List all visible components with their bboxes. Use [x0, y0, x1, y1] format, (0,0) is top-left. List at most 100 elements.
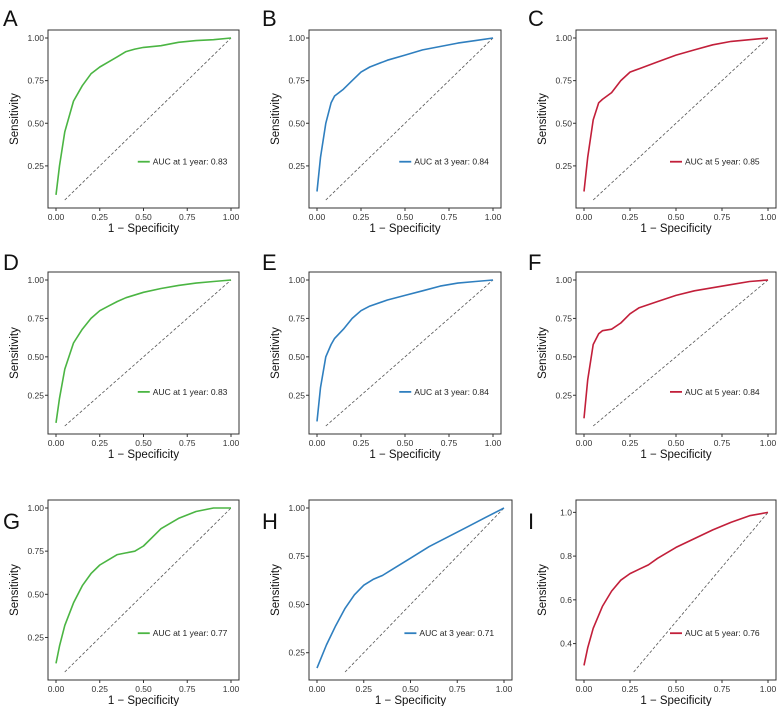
y-tick-label: 0.75 — [555, 313, 572, 323]
x-tick-label: 0.75 — [441, 438, 458, 448]
x-tick-label: 1.00 — [760, 212, 777, 222]
roc-curve — [316, 507, 505, 669]
y-tick-label: 0.75 — [288, 551, 305, 561]
roc-panel-i: I 0.00 0.25 0.50 0.75 1.00 0.4 0.6 0.8 1.0 1 − Spe… — [528, 499, 777, 706]
legend-label: AUC at 5 year: 0.76 — [685, 628, 760, 638]
legend-label: AUC at 5 year: 0.85 — [685, 157, 760, 167]
x-tick-label: 0.50 — [668, 212, 685, 222]
y-tick-label: 1.00 — [288, 33, 305, 43]
y-tick-label: 1.00 — [27, 33, 44, 43]
y-tick-label: 0.6 — [560, 595, 572, 605]
y-tick-label: 0.4 — [560, 639, 572, 649]
legend-label: AUC at 1 year: 0.83 — [153, 387, 228, 397]
x-tick-label: 0.50 — [397, 212, 414, 222]
x-tick-label: 1.00 — [760, 684, 777, 694]
x-tick-label: 0.50 — [397, 438, 414, 448]
x-tick-label: 0.75 — [449, 684, 466, 694]
panel-letter: G — [3, 509, 20, 534]
legend-label: AUC at 1 year: 0.77 — [153, 628, 228, 638]
panel-letter: F — [528, 250, 541, 275]
reference-diagonal — [64, 37, 232, 201]
y-tick-label: 0.25 — [27, 632, 44, 642]
x-tick-label: 1.00 — [485, 438, 502, 448]
x-tick-label: 1.00 — [223, 438, 240, 448]
plot-frame — [575, 271, 777, 435]
y-tick-label: 0.25 — [288, 390, 305, 400]
roc-curve — [583, 37, 769, 192]
legend-label: AUC at 3 year: 0.84 — [414, 157, 489, 167]
plot-frame — [575, 29, 777, 209]
x-axis-title: 1 − Specificity — [108, 223, 180, 235]
x-tick-label: 0.25 — [622, 212, 639, 222]
x-tick-label: 0.25 — [353, 212, 370, 222]
x-tick-label: 0.25 — [622, 684, 639, 694]
y-tick-label: 1.00 — [288, 503, 305, 513]
roc-curve — [316, 37, 494, 192]
roc-panel-d: D 0.00 0.25 0.50 0.75 1.00 0.25 0.50 0.75 1.00 1 −… — [3, 250, 240, 461]
reference-diagonal — [344, 507, 505, 673]
plot-frame — [47, 29, 240, 209]
x-tick-label: 0.25 — [91, 438, 108, 448]
x-tick-label: 0.50 — [668, 438, 685, 448]
reference-diagonal — [592, 279, 769, 427]
x-tick-label: 0.00 — [576, 684, 593, 694]
x-tick-label: 0.00 — [48, 438, 65, 448]
y-tick-label: 0.25 — [288, 648, 305, 658]
reference-diagonal — [64, 507, 232, 673]
x-axis-title: 1 − Specificity — [640, 223, 712, 235]
y-axis-title: Sensitivity — [270, 93, 282, 145]
x-axis-title: 1 − Specificity — [108, 449, 180, 461]
y-tick-label: 0.75 — [27, 546, 44, 556]
plot-frame — [47, 499, 240, 681]
y-axis-title: Sensitivity — [9, 564, 21, 616]
x-tick-label: 0.75 — [714, 212, 731, 222]
y-tick-label: 0.75 — [288, 76, 305, 86]
roc-curve — [55, 507, 231, 664]
legend-label: AUC at 1 year: 0.83 — [153, 157, 228, 167]
x-tick-label: 1.00 — [485, 212, 502, 222]
x-tick-label: 0.75 — [441, 212, 458, 222]
plot-frame — [575, 499, 777, 681]
y-tick-label: 0.50 — [27, 118, 44, 128]
x-tick-label: 0.00 — [309, 438, 326, 448]
y-tick-label: 0.75 — [288, 313, 305, 323]
x-tick-label: 1.00 — [496, 684, 513, 694]
roc-panel-e: E 0.00 0.25 0.50 0.75 1.00 0.25 0.50 0.75 1.00 1 −… — [262, 250, 502, 461]
reference-diagonal — [325, 279, 494, 427]
x-tick-label: 0.50 — [135, 438, 152, 448]
roc-curve — [316, 279, 494, 422]
x-tick-label: 0.00 — [576, 212, 593, 222]
panel-letter: I — [528, 509, 534, 534]
y-tick-label: 0.50 — [555, 352, 572, 362]
y-tick-label: 0.50 — [27, 589, 44, 599]
legend-label: AUC at 5 year: 0.84 — [685, 387, 760, 397]
y-tick-label: 0.25 — [27, 390, 44, 400]
roc-curve — [583, 279, 769, 419]
plot-frame — [308, 29, 502, 209]
y-tick-label: 1.00 — [555, 33, 572, 43]
y-tick-label: 1.0 — [560, 507, 572, 517]
x-tick-label: 0.75 — [179, 212, 196, 222]
y-tick-label: 0.50 — [288, 599, 305, 609]
panel-letter: C — [528, 6, 544, 31]
x-tick-label: 0.00 — [48, 212, 65, 222]
y-tick-label: 1.00 — [555, 275, 572, 285]
roc-panel-a: A 0.00 0.25 0.50 0.75 1.00 0.25 0.50 0.75 1.00 1 −… — [3, 6, 240, 235]
y-tick-label: 0.50 — [555, 118, 572, 128]
panel-letter: D — [3, 250, 19, 275]
x-tick-label: 0.50 — [402, 684, 419, 694]
x-tick-label: 0.00 — [576, 438, 593, 448]
y-tick-label: 0.8 — [560, 551, 572, 561]
y-tick-label: 0.75 — [555, 76, 572, 86]
reference-diagonal — [325, 37, 494, 201]
x-tick-label: 0.00 — [309, 212, 326, 222]
roc-curve — [583, 511, 769, 666]
y-axis-title: Sensitivity — [9, 327, 21, 379]
y-tick-label: 0.50 — [27, 352, 44, 362]
plot-frame — [308, 499, 513, 681]
plot-frame — [308, 271, 502, 435]
y-tick-label: 0.50 — [288, 352, 305, 362]
x-axis-title: 1 − Specificity — [369, 449, 441, 461]
x-tick-label: 0.00 — [48, 684, 65, 694]
